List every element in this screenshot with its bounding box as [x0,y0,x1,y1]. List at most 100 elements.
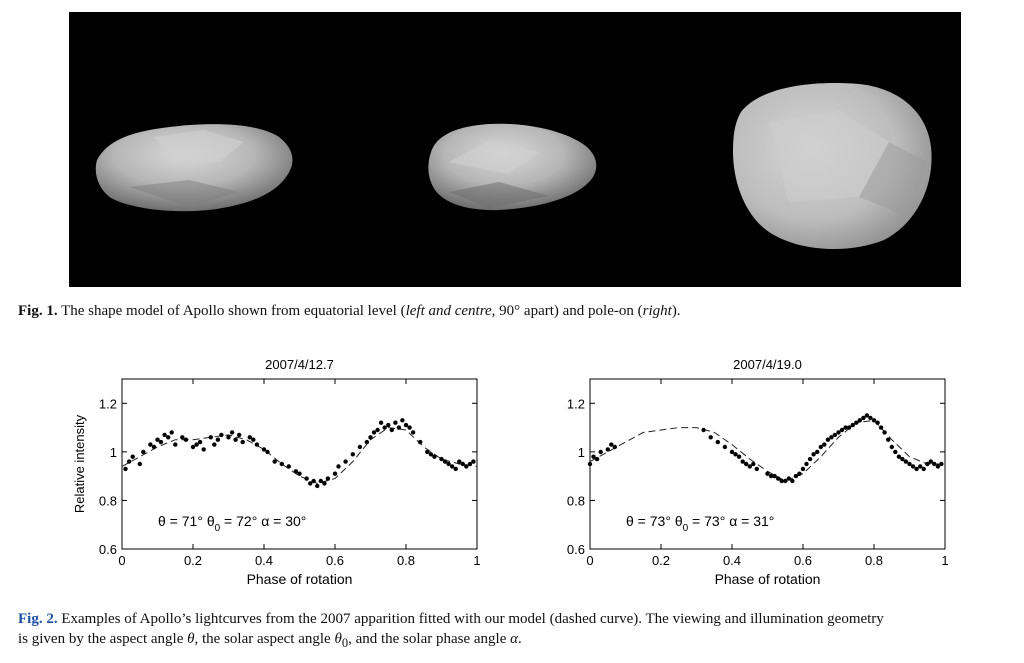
chart1-data-point [457,459,462,464]
chart2-data-point [864,413,870,418]
chart2-data-point [708,435,713,440]
chart1-data-point [212,442,217,447]
chart1-data-point [169,430,174,435]
fig1-caption-end: ). [671,303,681,319]
chart2-data-point [776,476,781,481]
chart1-data-point [471,459,476,464]
chart1-data-point [233,437,238,442]
chart2-data-point [889,444,894,450]
chart1-data-point [261,447,267,452]
chart2-data-point [839,427,845,433]
chart2-data-point [832,432,838,438]
lightcurve-chart-right-svg: 2007/4/19.0 0 0.2 0.4 0.6 0.8 1 0.6 0.8 1 1.2 Phase… [567,357,949,587]
chart1-data-point [229,430,235,435]
chart2-data-point [598,449,603,455]
fig2-caption-alpha: α [510,631,518,647]
chart1-data-point [151,444,157,450]
chart2-data-point [800,466,806,472]
chart1-data-point [254,442,260,447]
chart1-data-point [265,449,270,455]
chart1-annotation: θ = 71° θ0 = 72° α = 30° [158,513,306,534]
chart1-data-point [410,430,416,435]
lightcurve-chart-left-svg: 2007/4/12.7 0 0.2 0.4 0.6 0.8 1 0.6 0.8 1 1.2 Phase… [72,357,481,587]
chart1-data-point [183,437,189,442]
chart2-data-point [715,439,720,445]
chart1-data-point [393,420,398,425]
chart2-data-point [868,415,873,421]
chart2-xtick-label: 0.4 [723,553,741,568]
fig2-caption: Fig. 2. Examples of Apollo’s lightcurves… [18,609,1013,653]
chart1-data-point [137,461,142,467]
chart2-data-point [854,420,859,425]
fig1-caption-middle: , 90° apart) and pole-on ( [491,303,643,319]
chart2-data-point [935,464,941,469]
chart2-ytick-label: 1.2 [567,396,585,411]
chart1-data-point [403,422,409,428]
chart2-data-point [722,444,728,450]
chart1-data-point [378,420,384,425]
chart2-xlabel: Phase of rotation [715,571,821,587]
lightcurve-chart-left: 2007/4/12.7 0 0.2 0.4 0.6 0.8 1 0.6 0.8 1 1.2 Phase… [60,352,490,597]
chart2-data-point [807,456,813,462]
chart1-data-point [311,478,316,484]
chart2-data-point [907,461,912,467]
chart1-data-point [428,452,434,457]
fig2-caption-theta: θ [187,631,195,647]
chart2-data-point [793,473,799,479]
chart2-data-point [928,459,933,464]
chart1-data-point [450,464,455,469]
chart2-data-point [744,461,749,467]
chart1-data-point [453,466,458,472]
chart2-data-point [914,466,919,472]
chart2-data-point [878,425,884,430]
chart2-data-point [701,427,706,433]
chart2-data-point [822,442,827,447]
fig1-shape-model-panel [69,12,961,287]
chart2-data-point [829,435,834,440]
chart1-data-point [371,430,377,435]
chart1-data-point [343,459,348,464]
chart1-data-point [219,432,224,438]
chart2-ytick-label: 0.6 [567,542,585,557]
fig1-caption-italic-2: right [642,303,672,319]
chart1-data-point [322,481,327,486]
chart2-data-point [768,473,774,479]
fig1-caption: Fig. 1. The shape model of Apollo shown … [18,301,1008,321]
chart1-data-point [364,439,370,445]
fig1-caption-italic-1: left and centre [405,303,492,319]
chart2-data-point [896,454,902,459]
chart1-data-point [315,483,320,489]
chart1-data-point [158,439,164,445]
chart1-xtick-label: 0.8 [397,553,415,568]
chart1-xtick-label: 0 [118,553,125,568]
chart2-data-point [733,452,738,457]
chart2-xtick-label: 0.6 [794,553,812,568]
chart1-data-point [215,437,221,442]
chart1-data-point [123,466,128,472]
fig2-caption-line1: Fig. 2. Examples of Apollo’s lightcurves… [18,609,1013,629]
chart1-xtick-label: 1 [473,553,480,568]
chart1-data-point [375,427,380,433]
chart1-data-point [240,439,245,445]
chart1-data-point [382,425,387,430]
chart2-data-point [765,471,770,476]
chart1-data-point [286,464,291,469]
chart1-data-point [173,442,178,447]
apollo-shape-centre [428,123,597,211]
chart1-data-point [357,444,363,450]
fig2-caption-line1-text: Examples of Apollo’s lightcurves from th… [61,611,884,627]
chart2-data-point [903,459,909,464]
chart2-data-point [886,437,891,442]
fig2-caption-line2-c: , and the solar phase angle [348,631,511,647]
chart2-data-point [591,454,596,459]
chart2-data-point [790,478,795,484]
chart1-data-point [407,425,412,430]
chart1-data-point [350,452,355,457]
chart2-data-point [846,425,852,430]
fig2-caption-theta0: θ [334,631,342,647]
chart2-data-point [861,415,866,421]
fig2-label: Fig. 2. [18,611,58,627]
chart1-data-point [130,454,135,459]
chart2-data-point [751,461,756,467]
chart1-xtick-label: 0.2 [184,553,202,568]
